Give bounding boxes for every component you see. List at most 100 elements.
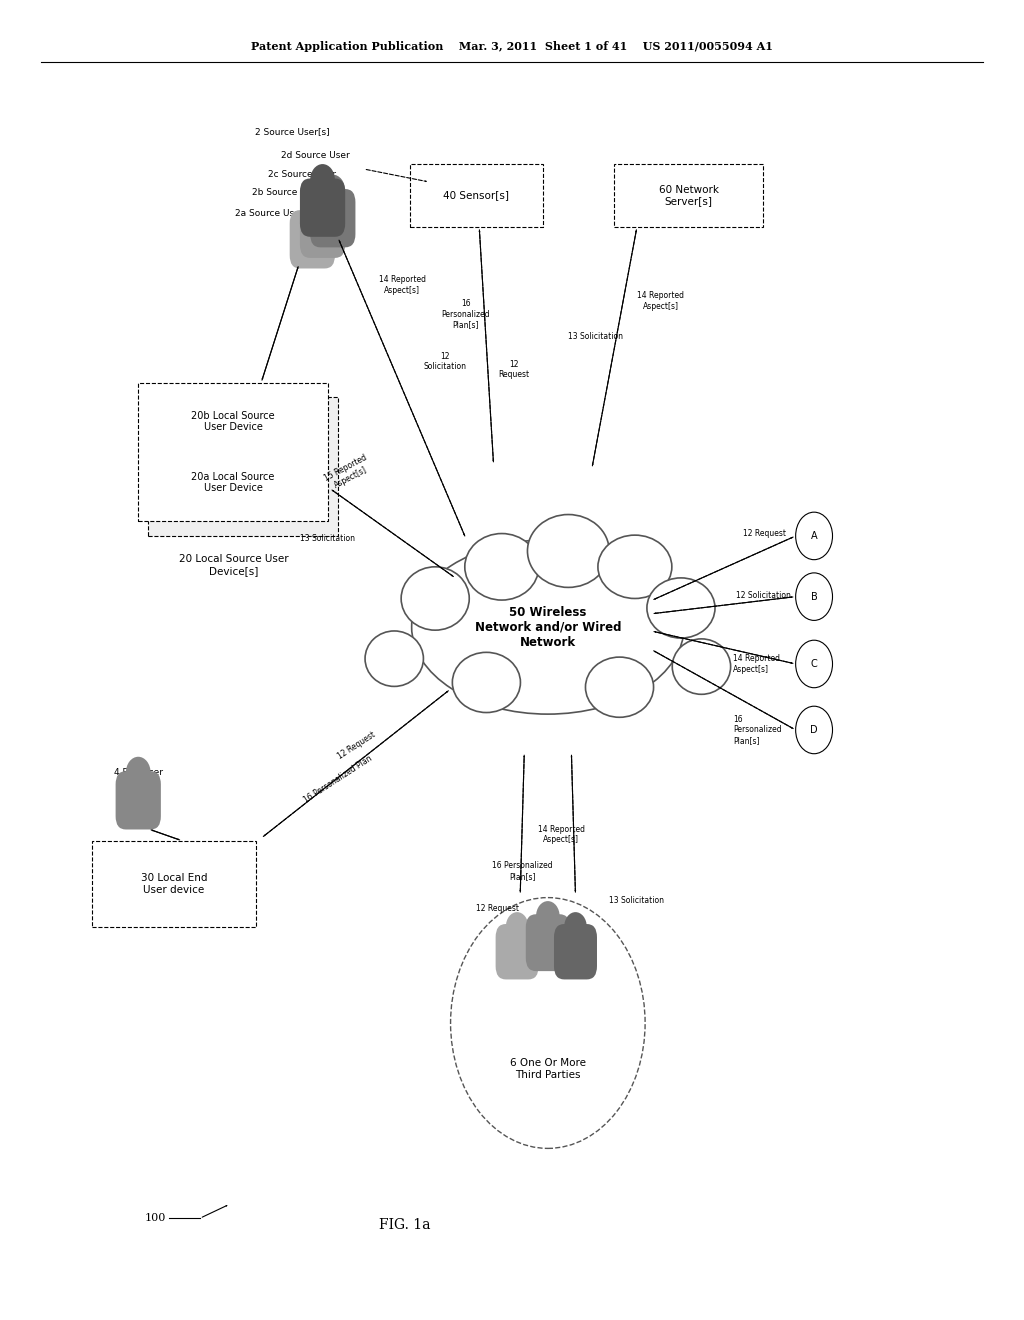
Text: FIG. 1a: FIG. 1a	[379, 1218, 430, 1232]
FancyArrowPatch shape	[333, 491, 454, 577]
FancyArrowPatch shape	[592, 231, 636, 466]
FancyBboxPatch shape	[554, 924, 597, 979]
Ellipse shape	[401, 566, 469, 630]
Text: 2d Source User: 2d Source User	[281, 152, 350, 160]
Text: 2a Source User: 2a Source User	[236, 210, 303, 218]
Text: 60 Network
Server[s]: 60 Network Server[s]	[658, 185, 719, 206]
FancyArrowPatch shape	[593, 230, 637, 465]
FancyArrowPatch shape	[653, 537, 792, 599]
Circle shape	[564, 912, 587, 941]
FancyArrowPatch shape	[520, 755, 524, 891]
Ellipse shape	[465, 533, 539, 601]
Text: 15 Reported
Aspect[s]: 15 Reported Aspect[s]	[323, 453, 374, 492]
Text: 16
Personalized
Plan[s]: 16 Personalized Plan[s]	[441, 300, 490, 329]
Text: 14 Reported
Aspect[s]: 14 Reported Aspect[s]	[637, 292, 684, 310]
FancyArrowPatch shape	[655, 537, 794, 599]
Circle shape	[796, 573, 833, 620]
Circle shape	[796, 512, 833, 560]
Text: 20 Local Source User
Device[s]: 20 Local Source User Device[s]	[178, 554, 289, 576]
FancyBboxPatch shape	[138, 383, 328, 521]
FancyArrowPatch shape	[520, 756, 524, 892]
Circle shape	[321, 174, 345, 207]
Text: 13 Solicitation: 13 Solicitation	[568, 333, 624, 341]
Ellipse shape	[598, 535, 672, 598]
FancyArrowPatch shape	[153, 830, 179, 840]
Text: 13 Solicitation: 13 Solicitation	[300, 535, 355, 543]
Text: C: C	[811, 659, 817, 669]
FancyArrowPatch shape	[367, 169, 426, 182]
Ellipse shape	[412, 540, 684, 714]
Text: 14 Reported
Aspect[s]: 14 Reported Aspect[s]	[538, 825, 585, 843]
FancyArrowPatch shape	[263, 692, 447, 837]
Text: 12
Request: 12 Request	[499, 360, 529, 379]
FancyArrowPatch shape	[339, 242, 465, 536]
FancyArrowPatch shape	[571, 755, 575, 891]
Text: Patent Application Publication    Mar. 3, 2011  Sheet 1 of 41    US 2011/0055094: Patent Application Publication Mar. 3, 2…	[251, 41, 773, 51]
Text: 16 Personalized
Plan[s]: 16 Personalized Plan[s]	[492, 862, 553, 880]
Ellipse shape	[647, 578, 715, 638]
Circle shape	[796, 706, 833, 754]
Text: A: A	[811, 531, 817, 541]
FancyBboxPatch shape	[300, 199, 345, 257]
Text: 40 Sensor[s]: 40 Sensor[s]	[443, 190, 509, 201]
Circle shape	[310, 164, 335, 195]
Circle shape	[300, 195, 325, 227]
FancyBboxPatch shape	[614, 164, 763, 227]
Text: 12 Solicitation: 12 Solicitation	[736, 591, 792, 599]
FancyArrowPatch shape	[571, 756, 575, 892]
Text: 50 Wireless
Network and/or Wired
Network: 50 Wireless Network and/or Wired Network	[474, 606, 622, 648]
FancyBboxPatch shape	[310, 189, 355, 247]
Text: B: B	[811, 591, 817, 602]
Text: 2c Source User: 2c Source User	[268, 170, 336, 178]
Circle shape	[536, 902, 560, 932]
FancyArrowPatch shape	[262, 268, 298, 380]
Circle shape	[506, 912, 528, 941]
FancyBboxPatch shape	[148, 397, 338, 536]
FancyArrowPatch shape	[654, 597, 792, 614]
Text: D: D	[810, 725, 818, 735]
Ellipse shape	[366, 631, 424, 686]
Text: 30 Local End
User device: 30 Local End User device	[141, 873, 207, 895]
Text: 12 Request: 12 Request	[476, 904, 519, 912]
FancyArrowPatch shape	[654, 631, 792, 663]
Text: 6 One Or More
Third Parties: 6 One Or More Third Parties	[510, 1059, 586, 1080]
FancyBboxPatch shape	[116, 771, 161, 829]
FancyArrowPatch shape	[654, 651, 794, 729]
FancyArrowPatch shape	[655, 597, 793, 614]
FancyArrowPatch shape	[332, 490, 453, 576]
FancyBboxPatch shape	[300, 178, 345, 236]
FancyBboxPatch shape	[92, 841, 256, 927]
Text: 14 Reported
Aspect[s]: 14 Reported Aspect[s]	[379, 276, 426, 294]
Text: 12 Request: 12 Request	[743, 529, 786, 537]
Ellipse shape	[527, 515, 609, 587]
Circle shape	[310, 185, 335, 216]
FancyBboxPatch shape	[290, 210, 335, 268]
Text: 14 Reported
Aspect[s]: 14 Reported Aspect[s]	[733, 655, 780, 673]
FancyArrowPatch shape	[479, 230, 494, 461]
FancyArrowPatch shape	[202, 1205, 226, 1217]
Text: 2b Source User: 2b Source User	[252, 189, 322, 197]
FancyArrowPatch shape	[655, 632, 793, 664]
Text: 12
Solicitation: 12 Solicitation	[424, 352, 467, 371]
Text: 2 Source User[s]: 2 Source User[s]	[255, 128, 329, 136]
FancyArrowPatch shape	[262, 267, 298, 379]
Circle shape	[126, 756, 151, 789]
FancyArrowPatch shape	[653, 651, 793, 729]
Ellipse shape	[673, 639, 731, 694]
Circle shape	[796, 640, 833, 688]
Text: 16
Personalized
Plan[s]: 16 Personalized Plan[s]	[733, 715, 781, 744]
Text: 20b Local Source
User Device: 20b Local Source User Device	[191, 411, 274, 433]
FancyArrowPatch shape	[264, 690, 449, 836]
FancyBboxPatch shape	[410, 164, 543, 227]
Ellipse shape	[586, 657, 653, 717]
Text: 13 Solicitation: 13 Solicitation	[609, 896, 665, 904]
FancyArrowPatch shape	[152, 830, 178, 840]
Text: 16 Personalized Plan: 16 Personalized Plan	[302, 754, 374, 804]
Ellipse shape	[453, 652, 520, 713]
Text: 4 End User: 4 End User	[114, 768, 163, 776]
FancyBboxPatch shape	[525, 915, 570, 972]
FancyArrowPatch shape	[339, 240, 465, 535]
Circle shape	[451, 898, 645, 1148]
Text: 100: 100	[144, 1213, 166, 1224]
FancyBboxPatch shape	[496, 924, 539, 979]
